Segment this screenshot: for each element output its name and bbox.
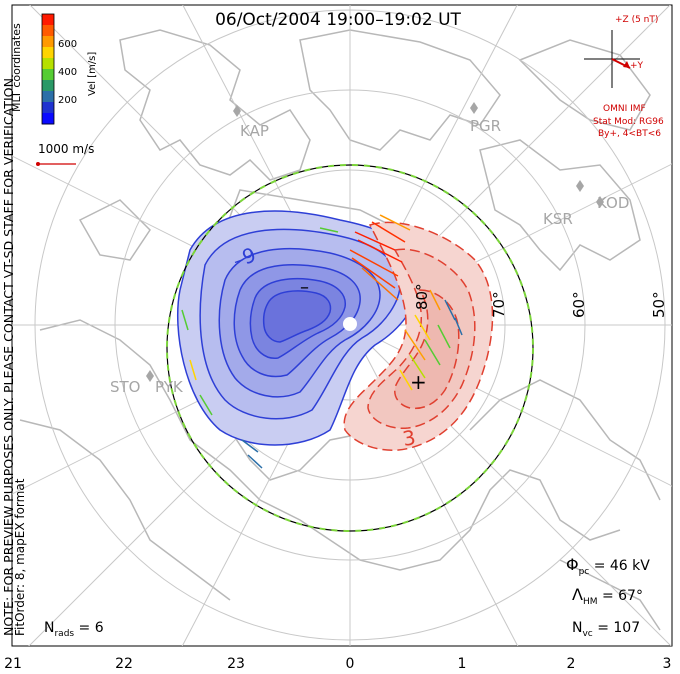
mlt-tick-21: 21 (4, 656, 22, 672)
station-label-kap: KAP (240, 122, 269, 140)
mlt-tick-2: 2 (567, 656, 576, 672)
colorbar-tick-600: 600 (58, 39, 77, 50)
latitude-label-50: 50° (650, 291, 668, 318)
latitude-label-70: 70° (490, 291, 508, 318)
positive-contour-label: 3 (401, 425, 418, 451)
mlt-tick-22: 22 (115, 656, 133, 672)
colorbar-segment (42, 80, 54, 92)
preview-note: NOTE: FOR PREVIEW PURPOSES ONLY. PLEASE … (2, 74, 16, 636)
lambda-subscript: HM (583, 597, 598, 607)
phi-subscript: pc (579, 567, 590, 577)
potential-minimum-marker: – (300, 277, 309, 298)
lambda-symbol: Λ (572, 585, 583, 604)
cross-polar-potential: Φpc = 46 kV (566, 555, 650, 577)
velocity-vectors (181, 214, 463, 469)
velocity-scale-dot (36, 162, 40, 166)
colorbar-unit-label: Vel [m/s] (87, 52, 98, 96)
colorbar-segment (42, 47, 54, 59)
nrads-subscript: rads (54, 629, 74, 639)
latitude-label-60: 60° (570, 291, 588, 318)
nrads-value: = 6 (74, 620, 104, 636)
phi-value: = 46 kV (589, 558, 650, 574)
station-label-pgr: PGR (470, 117, 501, 135)
colorbar-segment (42, 25, 54, 37)
fit-order-note: FitOrder: 8, mapEX format (13, 478, 27, 636)
potential-maximum-marker: + (410, 370, 427, 394)
nvc-symbol: N (572, 620, 582, 636)
colorbar-segment (42, 91, 54, 103)
imf-z-label: +Z (5 nT) (615, 15, 658, 25)
imf-y-label: +Y (630, 61, 644, 71)
model-label-line1: Stat Mod: RG96 (593, 117, 664, 127)
velocity-scale-label: 1000 m/s (38, 142, 94, 156)
colorbar-segment (42, 113, 54, 125)
model-label-line2: By+, 4<BT<6 (598, 129, 661, 139)
nvc-subscript: vc (582, 629, 592, 639)
positive-contour-3 (394, 289, 460, 410)
velocity-colorbar: 600 400 200 Vel [m/s] (41, 13, 98, 125)
phi-symbol: Φ (566, 555, 579, 574)
negative-contour-6 (262, 290, 332, 343)
colorbar-segment (42, 36, 54, 48)
station-label-kod: KOD (597, 194, 629, 212)
station-symbols (146, 102, 604, 382)
magnetic-pole-marker (343, 317, 357, 331)
nrads-symbol: N (44, 620, 54, 636)
station-label-pyk: PYK (155, 378, 184, 396)
imf-clock-dial: +Z (5 nT) +Y OMNI IMF Stat Mod: RG96 By+… (584, 15, 664, 139)
colorbar-segment (42, 58, 54, 70)
mlt-tick-23: 23 (227, 656, 245, 672)
heppner-maynard-latitude: ΛHM = 67° (572, 585, 643, 607)
imf-source-label: OMNI IMF (603, 104, 646, 114)
vector-count: Nvc = 107 (572, 620, 640, 639)
radar-count: Nrads = 6 (44, 620, 104, 639)
colorbar-tick-400: 400 (58, 67, 77, 78)
colorbar-segment (42, 69, 54, 81)
coordinates-label: MLT coordinates (10, 23, 23, 112)
lambda-value: = 67° (598, 588, 643, 604)
station-label-sto: STO (110, 378, 141, 396)
map-title: 06/Oct/2004 19:00–19:02 UT (215, 10, 461, 30)
colorbar-tick-200: 200 (58, 95, 77, 106)
heppner-maynard-boundary (166, 164, 534, 532)
mlt-tick-3: 3 (663, 656, 672, 672)
nvc-value: = 107 (593, 620, 640, 636)
station-label-ksr: KSR (543, 210, 573, 228)
colorbar-segment (42, 14, 54, 26)
colorbar-segment (42, 102, 54, 114)
mlt-tick-1: 1 (458, 656, 467, 672)
mlt-tick-0: 0 (346, 656, 355, 672)
latitude-label-80: 80° (413, 283, 431, 310)
